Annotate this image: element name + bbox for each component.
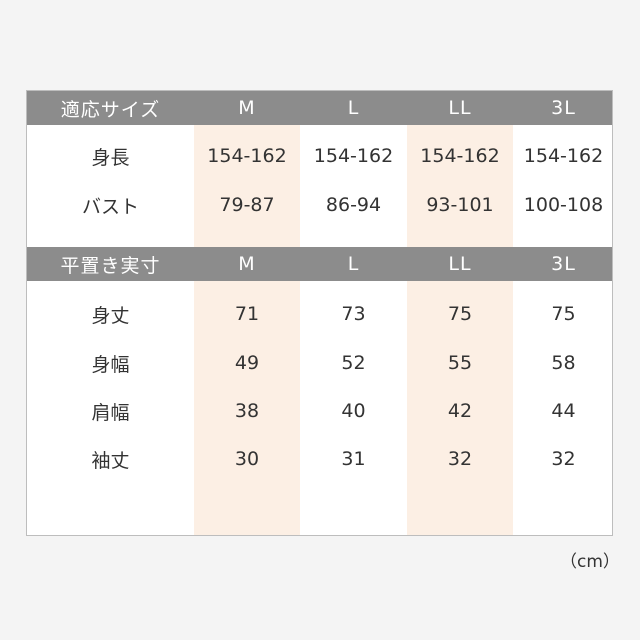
cell-value: 154-162 xyxy=(207,145,287,167)
row-label: 身幅 xyxy=(91,353,130,376)
cell-value: 52 xyxy=(341,352,366,374)
cell-value: 73 xyxy=(341,303,366,325)
cell-value: 3L xyxy=(551,97,576,119)
cell-value: M xyxy=(238,253,256,275)
row-label: 平置き実寸 xyxy=(60,254,161,277)
cell-value: 75 xyxy=(551,303,576,325)
cell-value: 58 xyxy=(551,352,576,374)
cell-value: L xyxy=(347,97,360,119)
cell-value: LL xyxy=(448,97,472,119)
row-label: 適応サイズ xyxy=(60,98,161,121)
size-chart: 適応サイズ M L LL 3L 身長 154-162 154-162 154-162 154-16… xyxy=(26,90,613,536)
cell-value: 100-108 xyxy=(523,194,604,216)
table-row: 身長 154-162 154-162 154-162 154-162 xyxy=(27,136,612,176)
row-label: 身長 xyxy=(91,146,130,169)
cell-value: 79-87 xyxy=(219,194,275,216)
table-row: 身丈 71 73 75 75 xyxy=(27,294,612,334)
cell-value: 75 xyxy=(447,303,473,325)
cell-value: M xyxy=(238,97,256,119)
cell-value: 44 xyxy=(551,400,576,422)
cell-value: 55 xyxy=(447,352,473,374)
row-label: 身丈 xyxy=(91,304,130,327)
row-label: 肩幅 xyxy=(91,401,130,424)
cell-value: 32 xyxy=(551,448,576,470)
table-row: 袖丈 30 31 32 32 xyxy=(27,439,612,479)
cell-value: 71 xyxy=(234,303,260,325)
cell-value: 38 xyxy=(234,400,260,422)
section-header-fit-size: 適応サイズ M L LL 3L xyxy=(27,91,612,125)
cell-value: 32 xyxy=(447,448,473,470)
section-header-flat-measurements: 平置き実寸 M L LL 3L xyxy=(27,247,612,281)
cell-value: L xyxy=(347,253,360,275)
table-row: バスト 79-87 86-94 93-101 100-108 xyxy=(27,185,612,225)
cell-value: 30 xyxy=(234,448,260,470)
row-label: バスト xyxy=(81,195,139,218)
cell-value: 154-162 xyxy=(313,145,394,167)
cell-value: 154-162 xyxy=(523,145,604,167)
cell-value: 40 xyxy=(341,400,366,422)
cell-value: 3L xyxy=(551,253,576,275)
highlight-column-ll xyxy=(407,91,513,535)
table-row: 身幅 49 52 55 58 xyxy=(27,343,612,383)
cell-value: LL xyxy=(448,253,472,275)
cell-value: 93-101 xyxy=(426,194,494,216)
cell-value: 86-94 xyxy=(325,194,382,216)
cell-value: 49 xyxy=(234,352,260,374)
table-row: 肩幅 38 40 42 44 xyxy=(27,391,612,431)
cell-value: 42 xyxy=(447,400,473,422)
unit-label: （cm） xyxy=(560,552,620,572)
cell-value: 31 xyxy=(341,448,366,470)
row-label: 袖丈 xyxy=(91,449,130,472)
highlight-column-m xyxy=(194,91,300,535)
cell-value: 154-162 xyxy=(420,145,500,167)
